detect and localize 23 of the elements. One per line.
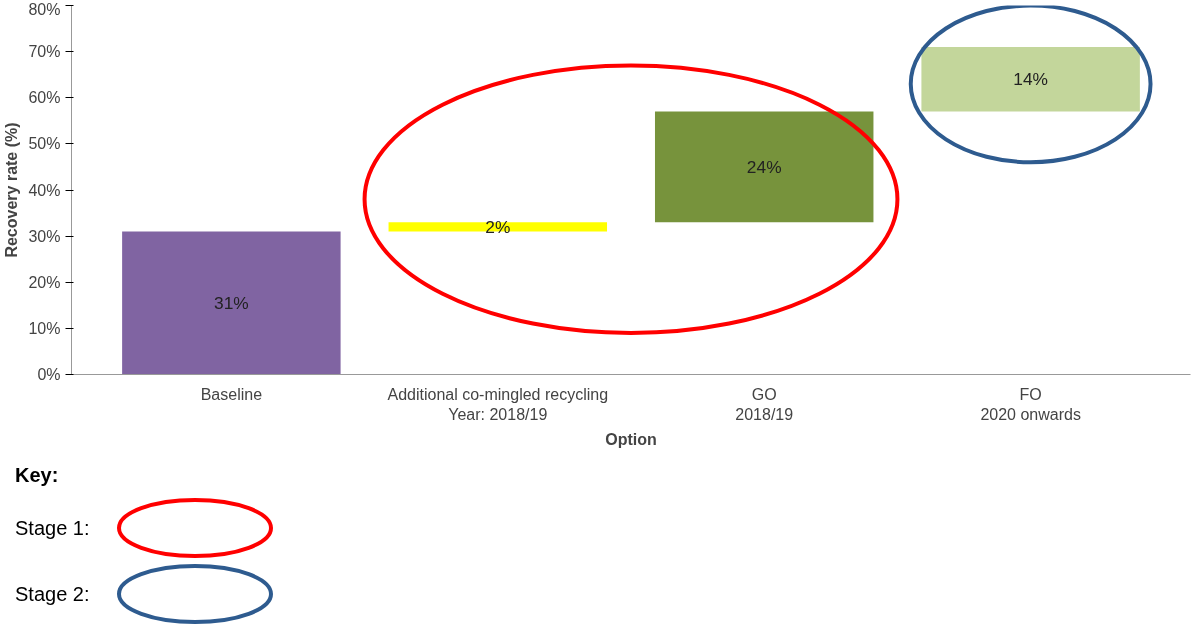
y-tick-label: 20% [28, 273, 61, 291]
data-label: 31% [214, 293, 249, 314]
y-tick-label: 0% [37, 366, 61, 383]
x-tick-label: FO 2020 onwards [980, 385, 1081, 423]
y-tick-label: 10% [28, 319, 61, 337]
y-tick-label: 40% [28, 181, 61, 199]
y-tick-label: 30% [28, 227, 61, 245]
y-axis-title: Recovery rate (%) [3, 122, 21, 258]
x-tick-label: Additional co-mingled recycling Year: 2018/19 [387, 385, 609, 423]
text: Stage 2: [15, 581, 91, 607]
bar [654, 111, 874, 223]
text: Key: [15, 463, 60, 488]
x-tick-label: GO 2018/19 [735, 385, 794, 423]
y-tick-label: 80% [28, 0, 61, 18]
x-axis-title: Option [605, 430, 657, 448]
y-tick-label: 70% [28, 43, 61, 61]
text: Stage 1: [15, 515, 91, 541]
data-label: 14% [1013, 69, 1048, 90]
data-label: 24% [746, 156, 782, 177]
x-tick-label: Baseline [200, 385, 263, 403]
bar [122, 231, 341, 375]
y-tick-label: 50% [28, 135, 61, 153]
y-tick-label: 60% [28, 89, 61, 107]
